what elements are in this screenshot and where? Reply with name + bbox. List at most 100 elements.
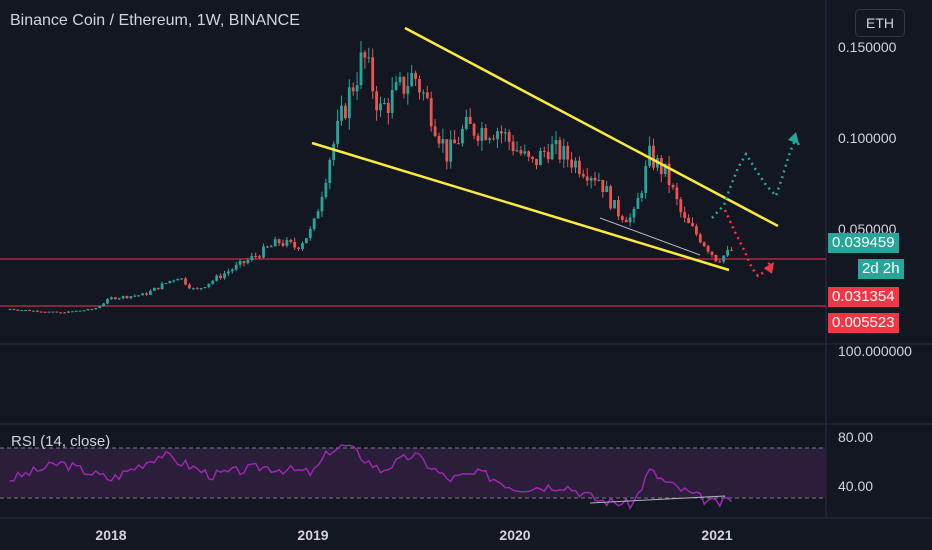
candle-down xyxy=(12,309,16,311)
candle-up xyxy=(308,228,312,239)
chart-title: Binance Coin / Ethereum, 1W, BINANCE xyxy=(10,12,300,29)
candle-down xyxy=(593,177,597,181)
candle-down xyxy=(219,275,222,279)
rsi-tick-label: 80.00 xyxy=(838,429,873,445)
candle-up xyxy=(496,131,499,140)
candle-up xyxy=(106,299,109,304)
candle-down xyxy=(706,246,710,252)
candle-down xyxy=(468,116,472,125)
candle-down xyxy=(425,92,429,99)
candle-down xyxy=(371,57,375,92)
candle-down xyxy=(581,174,585,177)
candle-down xyxy=(492,138,495,140)
candle-up xyxy=(32,310,35,312)
candle-down xyxy=(659,158,663,175)
candle-down xyxy=(531,156,534,159)
candle-down xyxy=(156,287,160,290)
candle-up xyxy=(359,52,363,86)
candle-up xyxy=(355,85,359,92)
candle-down xyxy=(429,98,433,127)
support-level-2-tag: 0.005523 xyxy=(828,313,899,333)
candle-up xyxy=(515,150,519,152)
candle-up xyxy=(24,309,27,311)
candle-up xyxy=(71,311,74,313)
candle-down xyxy=(691,223,694,227)
candle-down xyxy=(519,150,523,154)
candle-down xyxy=(293,242,297,248)
candle-up xyxy=(133,295,137,297)
candle-down xyxy=(125,296,129,299)
candle-up xyxy=(722,255,726,262)
candle-up xyxy=(78,310,82,312)
candle-up xyxy=(74,310,78,312)
candle-down xyxy=(702,242,706,247)
candle-up xyxy=(176,278,180,281)
candle-down xyxy=(63,312,66,314)
candle-up xyxy=(168,280,172,284)
candle-down xyxy=(113,297,117,300)
currency-button[interactable]: ETH xyxy=(855,9,905,37)
candle-up xyxy=(488,138,492,140)
candle-up xyxy=(234,264,238,270)
candle-up xyxy=(320,196,324,212)
candle-up xyxy=(152,287,156,291)
candle-up xyxy=(398,76,402,83)
candle-down xyxy=(28,309,31,311)
candle-down xyxy=(277,239,281,244)
candle-up xyxy=(613,200,616,209)
candle-up xyxy=(67,311,70,313)
candle-down xyxy=(386,103,390,114)
price-tick-label: 0.150000 xyxy=(838,39,897,55)
candle-down xyxy=(351,87,355,92)
countdown-tag: 2d 2h xyxy=(858,259,904,279)
candle-down xyxy=(566,145,570,160)
wedge-upper-trendline xyxy=(404,26,779,228)
candle-up xyxy=(605,186,609,193)
candle-down xyxy=(16,309,20,311)
candle-up xyxy=(203,287,207,289)
candle-up xyxy=(574,160,577,168)
candle-up xyxy=(137,295,141,297)
candle-down xyxy=(363,52,367,58)
rsi-divergence-line xyxy=(589,495,726,504)
candle-up xyxy=(347,87,351,119)
candle-up xyxy=(390,89,394,114)
rsi-indicator-label[interactable]: RSI (14, close) xyxy=(11,433,111,450)
candle-down xyxy=(145,293,148,295)
candle-down xyxy=(624,219,628,223)
candle-down xyxy=(667,163,671,186)
candle-up xyxy=(312,218,316,229)
candle-down xyxy=(90,309,94,311)
candle-down xyxy=(445,139,449,162)
candle-down xyxy=(289,239,293,243)
candle-up xyxy=(223,273,226,279)
candle-down xyxy=(43,311,47,313)
candle-down xyxy=(542,150,546,152)
candle-down xyxy=(714,254,718,262)
candle-down xyxy=(585,176,589,181)
candle-down xyxy=(617,200,620,217)
candle-up xyxy=(562,145,566,160)
candle-up xyxy=(464,116,468,129)
candle-up xyxy=(250,255,254,260)
candle-down xyxy=(710,251,714,255)
bullish-projection-path xyxy=(711,134,802,219)
candle-down xyxy=(484,128,488,140)
candle-up xyxy=(383,103,386,105)
candle-up xyxy=(98,306,102,309)
candle-up xyxy=(449,139,453,162)
rsi-tick-label: 40.00 xyxy=(838,478,873,494)
candles xyxy=(8,41,733,314)
candle-down xyxy=(195,288,199,290)
candle-up xyxy=(628,217,632,223)
candle-up xyxy=(663,163,667,175)
candle-down xyxy=(558,140,562,160)
candle-down xyxy=(601,179,605,193)
candle-down xyxy=(453,139,456,144)
candle-up xyxy=(285,239,289,246)
candle-up xyxy=(160,283,164,290)
candle-down xyxy=(8,309,12,311)
time-tick-label: 2019 xyxy=(297,527,328,543)
candle-up xyxy=(480,128,484,141)
candle-up xyxy=(215,275,219,281)
